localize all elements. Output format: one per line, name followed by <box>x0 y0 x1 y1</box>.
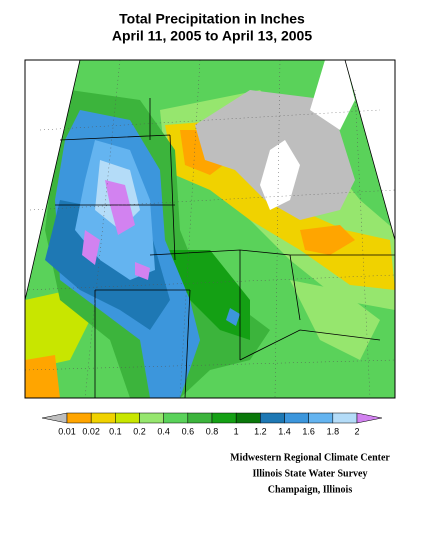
legend-swatch <box>163 412 189 424</box>
legend-label: 0.4 <box>157 426 170 436</box>
legend-arrow <box>41 412 68 424</box>
legend-swatch <box>308 412 334 424</box>
legend-label: 1 <box>234 426 239 436</box>
legend-label: 0.6 <box>182 426 195 436</box>
legend-label: 0.2 <box>133 426 146 436</box>
legend: 0.01 0.02 0.1 0.2 0.4 0.6 0.8 1 1.2 1.4 1.6 1.8 2 <box>41 412 383 436</box>
legend-swatch <box>90 412 116 424</box>
legend-label: 0.02 <box>82 426 100 436</box>
map <box>24 59 396 399</box>
legend-swatch <box>66 412 92 424</box>
legend-swatch <box>235 412 261 424</box>
legend-swatch <box>139 412 164 424</box>
title-line-1: Total Precipitation in Inches <box>119 11 305 27</box>
legend-swatch <box>284 412 309 424</box>
title-line-2: April 11, 2005 to April 13, 2005 <box>112 28 312 44</box>
legend-label: 0.1 <box>109 426 122 436</box>
legend-label: 2 <box>354 426 359 436</box>
legend-swatch <box>211 412 237 424</box>
legend-swatch <box>187 412 213 424</box>
legend-label: 0.01 <box>58 426 76 436</box>
credit: Illinois State Water Survey <box>253 468 368 479</box>
legend-swatch <box>115 412 140 424</box>
credit: Champaign, Illinois <box>268 484 353 495</box>
credit: Midwestern Regional Climate Center <box>230 452 390 463</box>
legend-label: 0.8 <box>206 426 219 436</box>
legend-label: 1.6 <box>302 426 315 436</box>
legend-swatch <box>332 412 358 424</box>
legend-swatch <box>260 412 285 424</box>
legend-arrow <box>356 412 383 424</box>
legend-label: 1.2 <box>254 426 267 436</box>
legend-label: 1.4 <box>278 426 291 436</box>
legend-label: 1.8 <box>327 426 340 436</box>
